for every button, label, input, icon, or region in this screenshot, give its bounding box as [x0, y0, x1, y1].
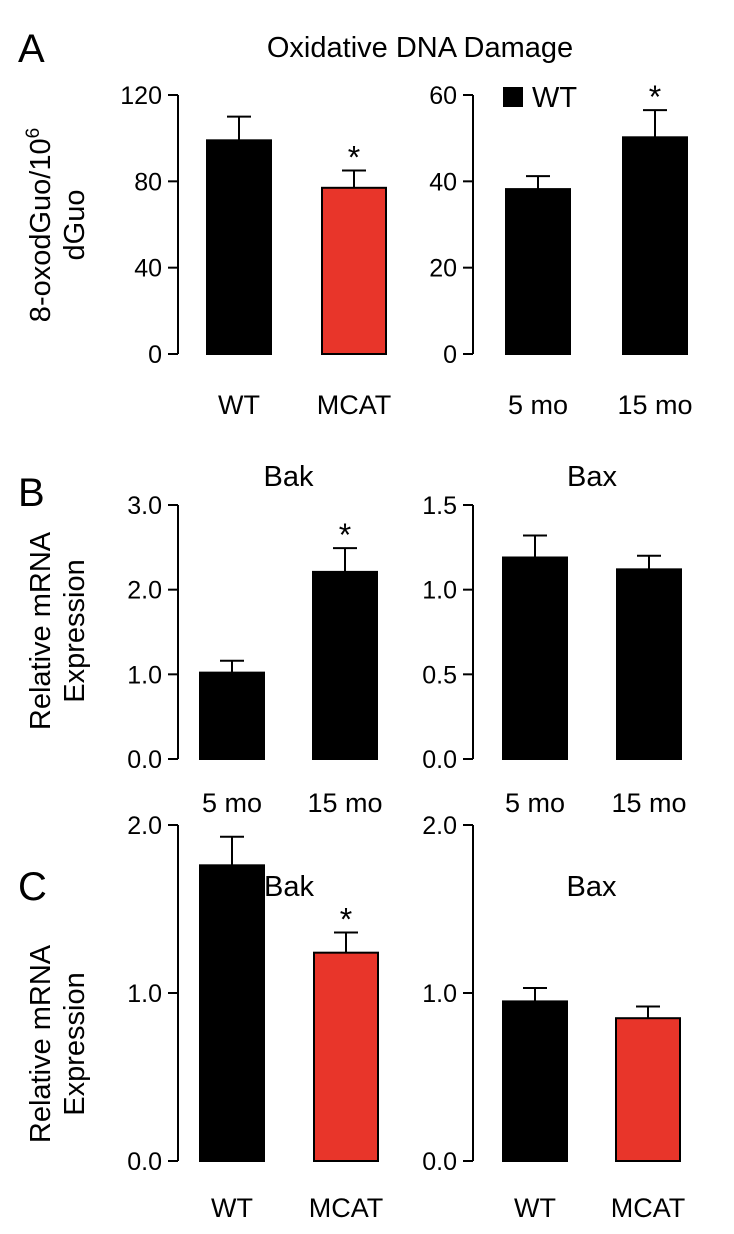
- y-tick-label: 2.0: [127, 812, 162, 840]
- category-label: 5 mo: [202, 788, 262, 818]
- chart-c-left: Bak 0.0 1.0 2.0 WT MCAT *: [127, 812, 383, 1223]
- category-label: MCAT: [317, 390, 392, 420]
- panel-b-ylabel-line2: Expression: [59, 559, 91, 702]
- bar-15-mo: [616, 568, 682, 761]
- panel-b-ylabel-line1: Relative mRNA: [25, 531, 57, 730]
- bar-wt: [199, 864, 265, 1162]
- category-label: 5 mo: [505, 788, 565, 818]
- chart-title: Bax: [567, 871, 617, 903]
- legend-label: WT: [532, 82, 577, 114]
- y-tick-label: 2.0: [422, 812, 457, 840]
- chart-title: Bak: [264, 871, 314, 903]
- y-tick-label: 0: [443, 341, 457, 369]
- svg-text:8-oxodGuo/106: 8-oxodGuo/106: [23, 128, 57, 322]
- y-tick-label: 1.0: [422, 577, 457, 605]
- bar-15-mo: [312, 570, 378, 760]
- panel-letter-a: A: [18, 27, 45, 71]
- y-tick-label: 1.0: [422, 980, 457, 1008]
- panel-a-ylabel-superscript: 6: [23, 128, 44, 139]
- category-label: MCAT: [611, 1193, 686, 1223]
- significance-marker: *: [339, 517, 351, 553]
- chart-title: Bax: [567, 461, 617, 493]
- charts: 0 40 80 120 WT MCAT * 0 20 40 60 5 mo 15 mo * WT Bak 0.0…: [120, 79, 692, 1223]
- bar-wt: [206, 139, 272, 355]
- y-tick-label: 1.0: [127, 980, 162, 1008]
- category-label: WT: [211, 1193, 253, 1223]
- bar-mcat: [321, 186, 387, 355]
- chart-title: Bak: [264, 461, 314, 493]
- category-label: 5 mo: [508, 390, 568, 420]
- category-label: WT: [218, 390, 260, 420]
- bar-15-mo: [622, 136, 688, 355]
- y-tick-label: 20: [429, 255, 457, 283]
- panel-letter-b: B: [18, 471, 45, 515]
- y-tick-label: 40: [134, 255, 162, 283]
- bar-mcat: [615, 1017, 681, 1163]
- chart-a-left: 0 40 80 120 WT MCAT *: [120, 82, 391, 420]
- bar-5-mo: [199, 671, 265, 761]
- chart-a-right: 0 20 40 60 5 mo 15 mo * WT: [429, 79, 692, 420]
- chart-c-right: Bax 0.0 1.0 2.0 WT MCAT: [422, 812, 685, 1223]
- y-tick-label: 0.0: [422, 1148, 457, 1176]
- y-tick-label: 3.0: [127, 492, 162, 520]
- y-tick-label: 80: [134, 168, 162, 196]
- y-tick-label: 120: [120, 82, 162, 110]
- y-tick-label: 1.0: [127, 661, 162, 689]
- panel-b-ylabel: Relative mRNA Expression: [25, 531, 91, 730]
- y-tick-label: 1.5: [422, 492, 457, 520]
- significance-marker: *: [348, 140, 360, 176]
- significance-marker: *: [649, 79, 661, 115]
- panel-a-title: Oxidative DNA Damage: [267, 32, 573, 64]
- chart-b-left: Bak 0.0 1.0 2.0 3.0 5 mo 15 mo *: [127, 461, 382, 818]
- y-tick-label: 0.0: [127, 1148, 162, 1176]
- panel-a-ylabel-line1: 8-oxodGuo/10: [25, 138, 57, 322]
- bar-wt: [502, 1000, 568, 1163]
- y-tick-label: 0: [148, 341, 162, 369]
- category-label: 15 mo: [611, 788, 686, 818]
- bar-mcat: [313, 951, 379, 1162]
- panel-c-ylabel-line1: Relative mRNA: [25, 944, 57, 1143]
- panel-letter-c: C: [18, 865, 47, 909]
- category-label: MCAT: [309, 1193, 384, 1223]
- y-tick-label: 0.5: [422, 661, 457, 689]
- y-tick-label: 0.0: [127, 746, 162, 774]
- panel-c-ylabel: Relative mRNA Expression: [25, 944, 91, 1143]
- y-tick-label: 2.0: [127, 577, 162, 605]
- legend-swatch: [503, 87, 523, 107]
- significance-marker: *: [340, 902, 352, 938]
- category-label: 15 mo: [307, 788, 382, 818]
- y-tick-label: 60: [429, 82, 457, 110]
- panel-c-ylabel-line2: Expression: [59, 972, 91, 1115]
- y-tick-label: 40: [429, 168, 457, 196]
- chart-b-right: Bax 0.0 0.5 1.0 1.5 5 mo 15 mo: [422, 461, 686, 818]
- panel-a-ylabel-line2: dGuo: [59, 190, 91, 261]
- y-tick-label: 0.0: [422, 746, 457, 774]
- category-label: WT: [514, 1193, 556, 1223]
- bar-5-mo: [502, 556, 568, 761]
- panel-a-ylabel: 8-oxodGuo/106 dGuo: [23, 128, 91, 322]
- category-label: 15 mo: [617, 390, 692, 420]
- bar-5-mo: [505, 188, 571, 355]
